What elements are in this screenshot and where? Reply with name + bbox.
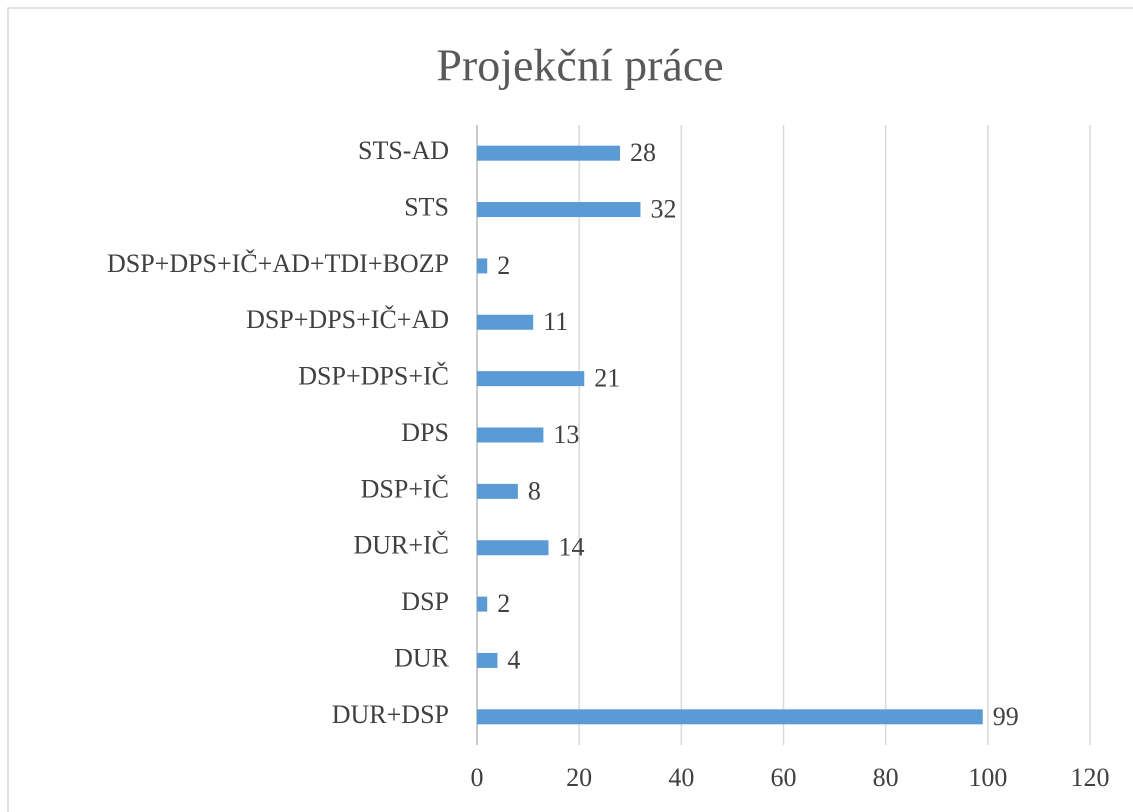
bar xyxy=(477,540,549,556)
data-label: 4 xyxy=(507,645,520,674)
y-tick-label: DSP xyxy=(401,587,449,616)
bar xyxy=(477,258,488,274)
bar xyxy=(477,314,534,330)
x-tick-label: 20 xyxy=(566,763,592,792)
y-tick-label: DUR+IČ xyxy=(353,531,449,560)
bar xyxy=(477,483,518,499)
x-tick-label: 100 xyxy=(968,763,1007,792)
x-tick-label: 80 xyxy=(873,763,899,792)
x-tick-label: 120 xyxy=(1071,763,1110,792)
y-tick-label: DUR xyxy=(394,643,450,672)
data-label: 28 xyxy=(630,138,656,167)
data-label: 8 xyxy=(528,476,541,505)
bar xyxy=(477,596,488,612)
data-label: 99 xyxy=(993,702,1019,731)
x-tick-label: 60 xyxy=(771,763,797,792)
y-tick-label: DPS xyxy=(401,418,449,447)
data-label: 2 xyxy=(497,251,510,280)
y-tick-label: DSP+IČ xyxy=(361,474,449,503)
bar xyxy=(477,652,498,668)
bar xyxy=(477,202,641,218)
chart-title: Projekční práce xyxy=(436,40,723,91)
data-label: 11 xyxy=(543,307,568,336)
chart-border xyxy=(7,7,1133,812)
data-label: 21 xyxy=(594,364,620,393)
y-tick-label: DSP+DPS+IČ+AD+TDI+BOZP xyxy=(107,249,449,278)
bar xyxy=(477,371,585,387)
data-label: 14 xyxy=(559,533,585,562)
y-tick-label: STS xyxy=(404,193,449,222)
data-label: 32 xyxy=(650,195,676,224)
y-tick-label: DUR+DSP xyxy=(332,700,449,729)
y-tick-label: STS-AD xyxy=(358,136,449,165)
bar xyxy=(477,427,544,443)
data-label: 13 xyxy=(553,420,579,449)
x-tick-label: 0 xyxy=(471,763,484,792)
y-tick-label: DSP+DPS+IČ+AD xyxy=(246,305,449,334)
bar xyxy=(477,709,983,725)
bar xyxy=(477,145,621,161)
data-label: 2 xyxy=(497,589,510,618)
x-tick-label: 40 xyxy=(668,763,694,792)
y-tick-label: DSP+DPS+IČ xyxy=(298,362,449,391)
